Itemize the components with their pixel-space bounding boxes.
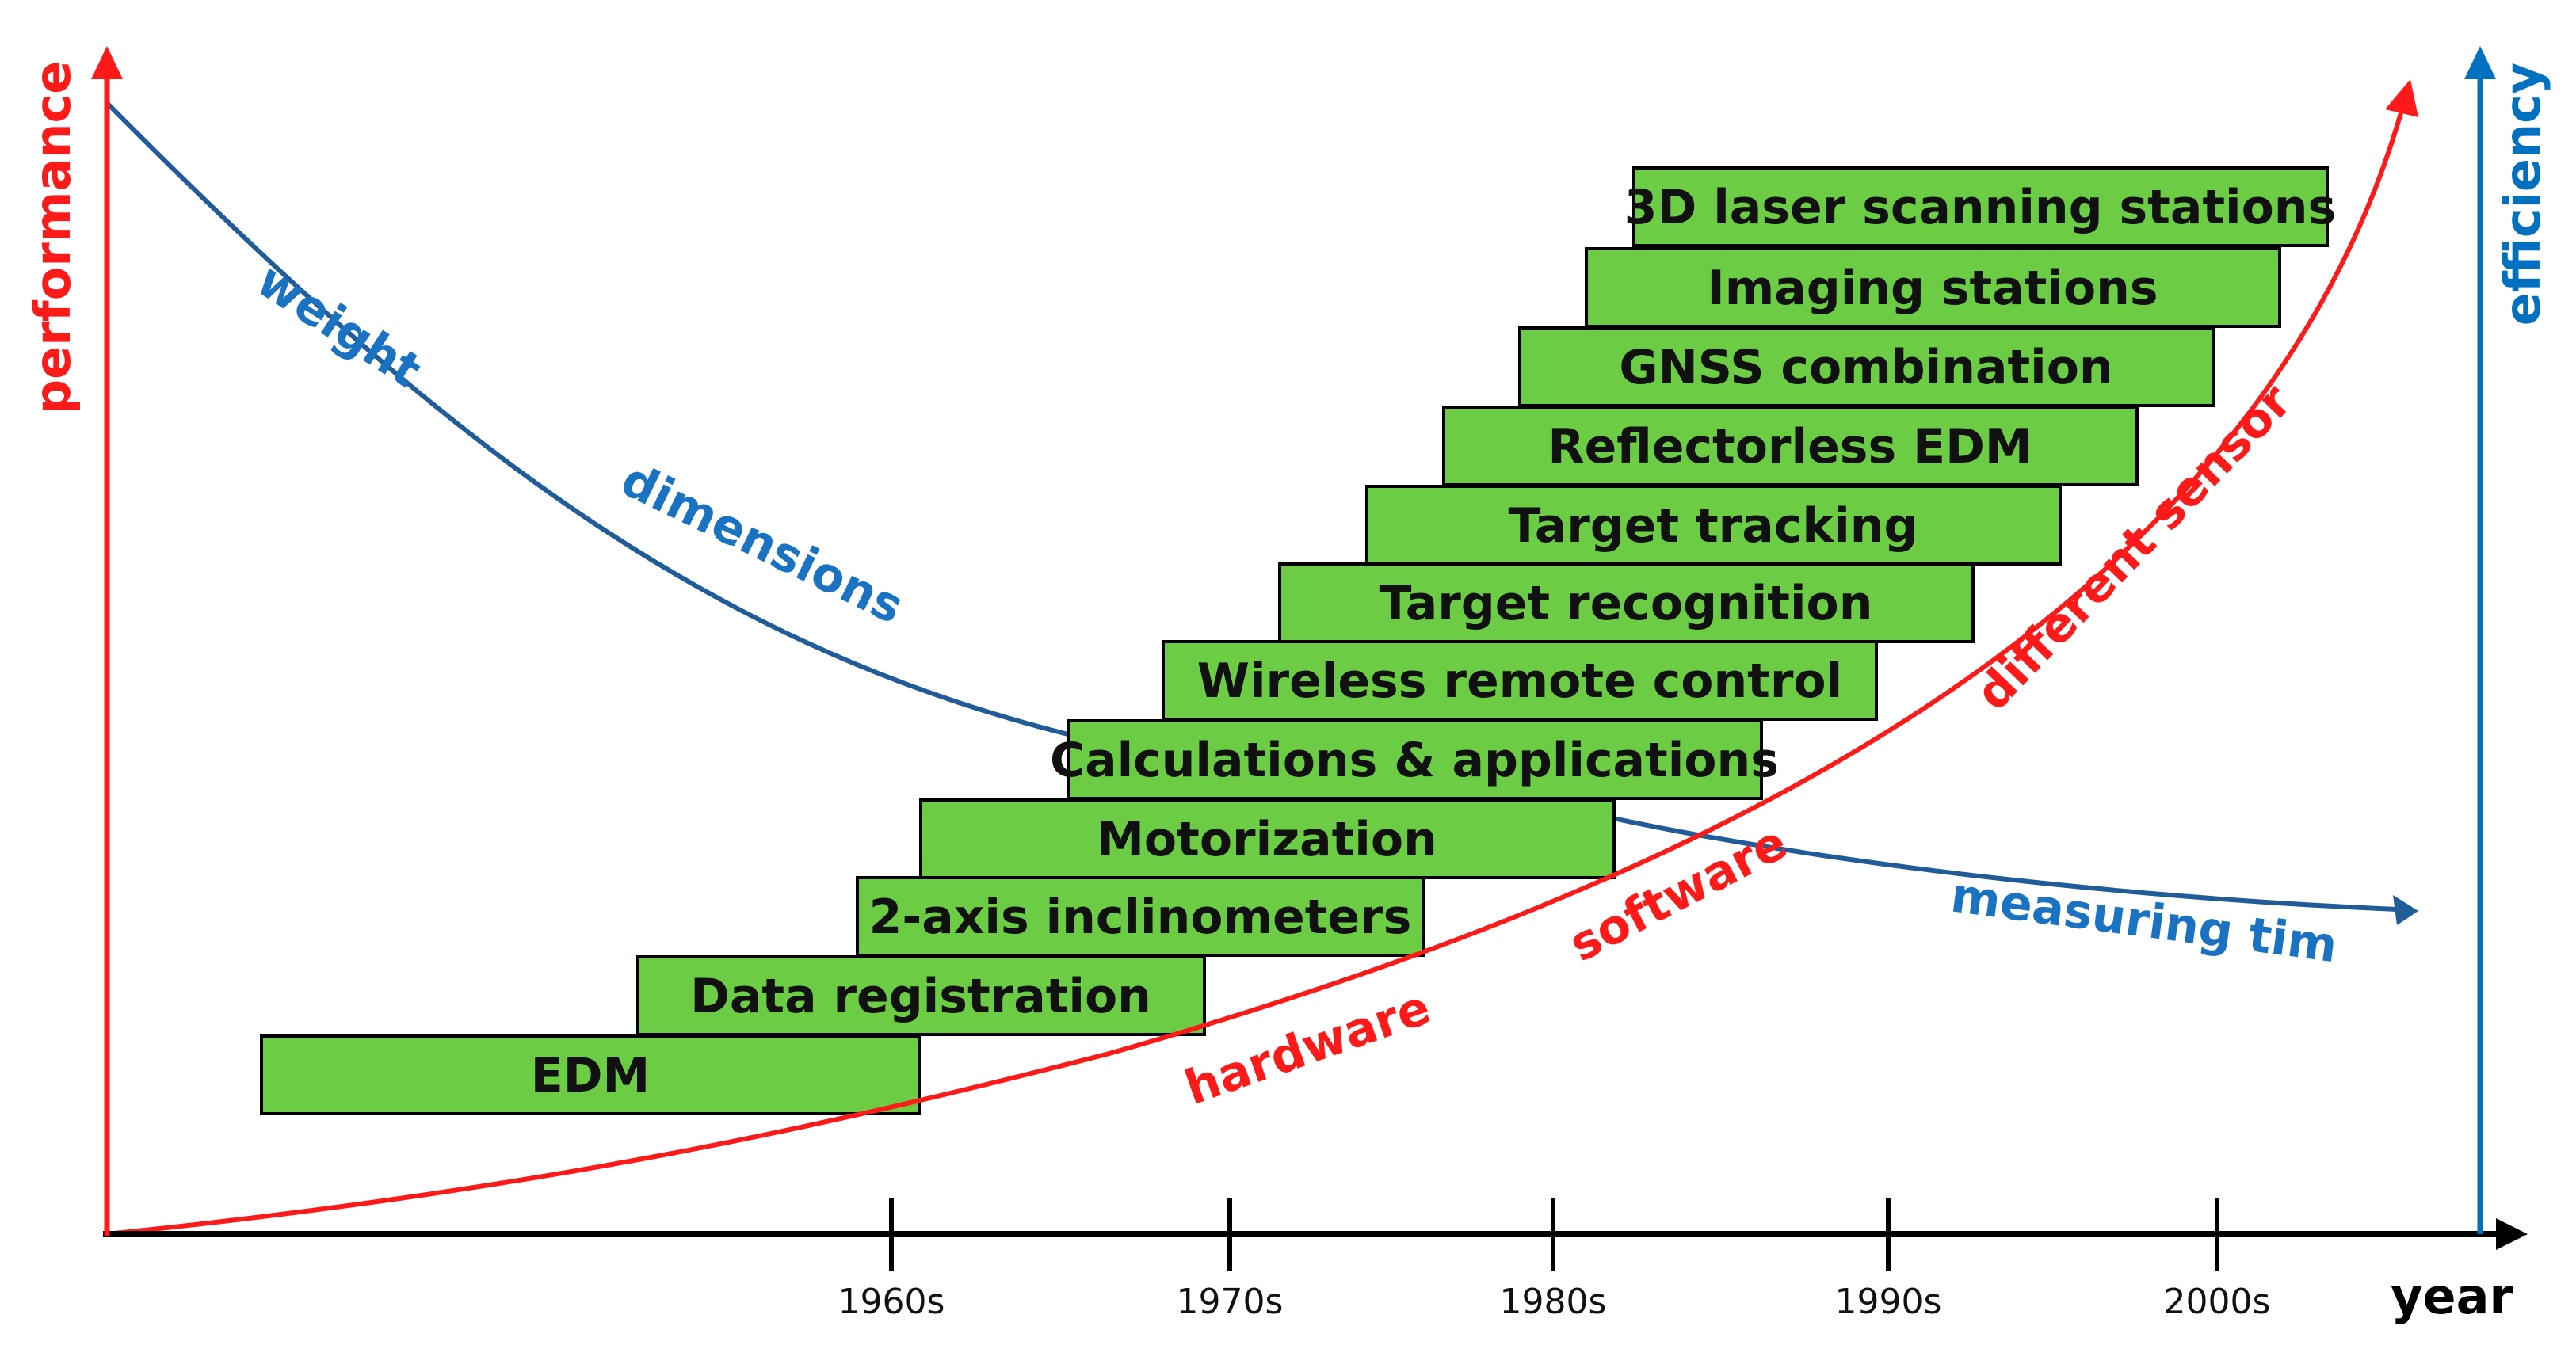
dimensions-label-text: dimensions	[613, 452, 911, 635]
weight-label-text: weight	[247, 253, 431, 399]
x-axis-title: year	[2391, 1267, 2513, 1325]
x-axis-ticks	[889, 1198, 2219, 1271]
innovation-bar-motorization	[919, 798, 1616, 879]
innovation-bar-3d-laser-scanning-stations	[1632, 166, 2329, 247]
efficiency-axis-arrowhead	[2464, 46, 2496, 79]
x-axis-tick-labels: 1960s 1970s 1980s 1990s 2000s	[838, 1282, 2271, 1322]
innovation-bar-calculations-applications	[1067, 719, 1763, 800]
efficiency-axis-title: efficiency	[2494, 63, 2551, 326]
hardware-label-text: hardware	[1178, 980, 1437, 1116]
measuring-time-arrowhead	[2393, 895, 2418, 925]
innovation-label-imaging-stations: Imaging stations	[1707, 261, 2158, 316]
innovation-label-target-tracking: Target tracking	[1509, 498, 1918, 554]
dimensions-label: dimensions	[613, 452, 911, 635]
innovation-bar-wireless-remote-control	[1162, 640, 1878, 721]
tick-label-1970s: 1970s	[1177, 1282, 1284, 1322]
innovation-label-2-axis-inclinometers: 2-axis inclinometers	[869, 890, 1412, 945]
performance-axis-title: performance	[24, 61, 82, 415]
innovation-label-motorization: Motorization	[1097, 812, 1437, 867]
innovation-label-data-registration: Data registration	[690, 969, 1151, 1024]
innovation-label-3d-laser-scanning-stations: 3D laser scanning stations	[1624, 180, 2336, 235]
innovation-bar-edm	[260, 1034, 921, 1115]
tick-label-2000s: 2000s	[2164, 1282, 2271, 1322]
innovation-label-gnss-combination: GNSS combination	[1619, 340, 2112, 395]
innovation-bar-reflectorless-edm	[1442, 406, 2139, 486]
tick-label-1980s: 1980s	[1500, 1282, 1607, 1322]
x-axis-arrowhead	[2496, 1218, 2528, 1250]
innovation-bar-target-recognition	[1278, 562, 1975, 643]
innovation-bar-data-registration	[636, 955, 1206, 1036]
hardware-label: hardware	[1178, 980, 1437, 1116]
innovation-label-edm: EDM	[531, 1048, 651, 1103]
innovation-label-wireless-remote-control: Wireless remote control	[1197, 653, 1842, 709]
performance-curve	[106, 98, 2407, 1236]
innovation-bar-2-axis-inclinometers	[856, 876, 1425, 957]
innovation-label-target-recognition: Target recognition	[1380, 576, 1873, 631]
innovation-bar-imaging-stations	[1585, 247, 2281, 328]
performance-axis-arrowhead	[91, 46, 123, 79]
tick-label-1990s: 1990s	[1835, 1282, 1942, 1322]
tick-label-1960s: 1960s	[838, 1282, 945, 1322]
performance-curve-arrowhead	[2385, 79, 2418, 117]
innovation-label-calculations-applications: Calculations & applications	[1050, 733, 1779, 788]
innovation-bars: EDM Data registration 2-axis inclinomete…	[260, 166, 2336, 1115]
weight-label: weight	[247, 253, 431, 399]
innovation-label-reflectorless-edm: Reflectorless EDM	[1548, 419, 2032, 474]
innovation-bar-gnss-combination	[1518, 326, 2215, 407]
